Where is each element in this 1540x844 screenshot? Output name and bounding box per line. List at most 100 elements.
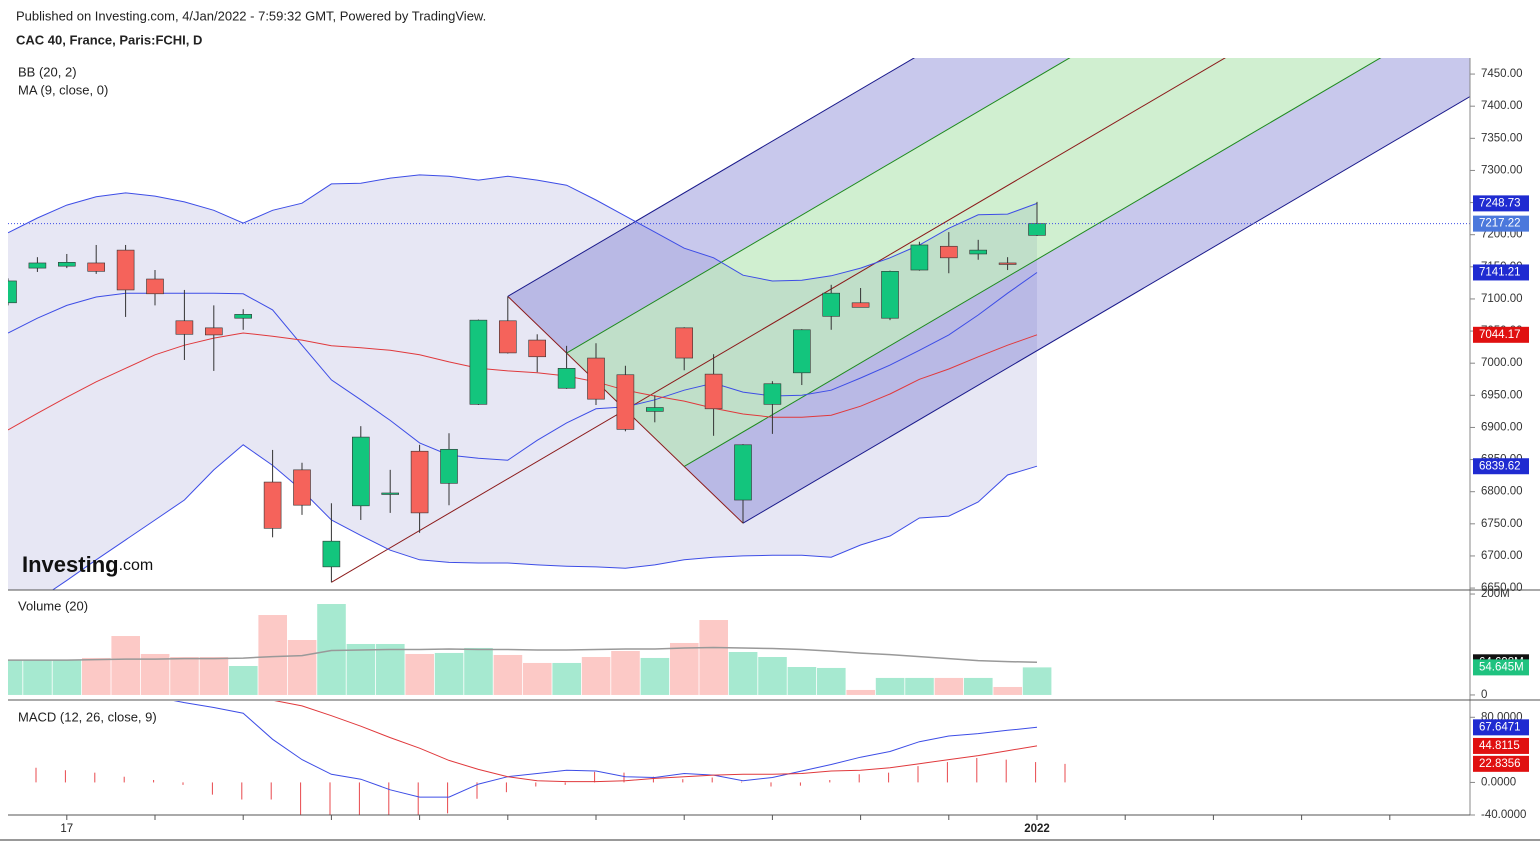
volume-bar (758, 657, 787, 695)
y-tick-label: 6950.00 (1481, 389, 1523, 401)
volume-ma (8, 646, 1038, 664)
candle-body (704, 373, 723, 410)
candle-body (881, 271, 899, 319)
volume-bar (493, 654, 523, 695)
macd-tag (1473, 755, 1529, 772)
x-tick-label: 17 (60, 823, 73, 835)
price-tag-label: 7248.73 (1479, 197, 1521, 209)
pitchfork-inner-fill (566, 58, 1381, 467)
candle-body (381, 492, 400, 495)
macd-tag-label: 22.8356 (1479, 758, 1521, 770)
macd-pane (35, 701, 1066, 815)
price-tag (1473, 326, 1529, 343)
volume-bar (905, 677, 934, 695)
y-tick-label: 6900.00 (1481, 421, 1523, 433)
price-tag (1473, 458, 1529, 475)
volume-bar (199, 657, 229, 695)
y-tick-label: 6750.00 (1481, 518, 1523, 530)
candle-body (410, 450, 429, 514)
volume-legend: Volume (20) (18, 598, 88, 613)
volume-bar (23, 659, 52, 695)
candle-body (263, 481, 282, 529)
candle-body (969, 249, 988, 255)
candle-body (205, 327, 223, 336)
candle-body (763, 383, 782, 405)
candle-body (645, 407, 664, 412)
published-note: Published on Investing.com, 4/Jan/2022 -… (16, 8, 486, 23)
logo: Investing.com (22, 552, 153, 577)
volume-bar (728, 652, 758, 695)
candle-body (851, 302, 870, 308)
y-tick-label: 7400.00 (1481, 100, 1523, 112)
y-tick-label: 6800.00 (1481, 486, 1523, 498)
price-tag (1473, 215, 1529, 232)
volume-bar (464, 647, 493, 695)
candle-body (528, 339, 547, 358)
macd-line (173, 701, 1038, 798)
candle-body (1028, 223, 1046, 236)
price-tag (1473, 195, 1529, 212)
macd-tag (1473, 719, 1529, 736)
pitchfork-inner-line (683, 58, 1382, 467)
y-tick-label: 7450.00 (1481, 68, 1523, 80)
y-tick-label: 7200.00 (1481, 229, 1523, 241)
y-tick-label: 7350.00 (1481, 132, 1523, 144)
y-tick-label: 7100.00 (1481, 293, 1523, 305)
volume-bar (640, 657, 670, 695)
y-tick-label: 0 (1481, 689, 1487, 701)
price-tag-label: 7141.21 (1479, 266, 1521, 278)
price-tag-label: 7044.17 (1479, 329, 1521, 341)
candle-body (351, 436, 370, 507)
volume-bar (287, 639, 317, 695)
volume-bar (611, 651, 640, 695)
volume-bar (434, 652, 464, 695)
volume-bar (317, 604, 346, 695)
volume-bar (140, 653, 170, 695)
pitchfork-outer-fill (507, 58, 1070, 354)
volume-bar (346, 643, 376, 695)
candle-body (910, 244, 929, 271)
volume-bar (52, 659, 82, 695)
pitchfork-outer-fill (684, 58, 1470, 524)
pitchfork-outer-line (742, 96, 1470, 524)
volume-tag-label: 54.645M (1479, 661, 1524, 673)
candle-body (557, 368, 576, 389)
candle-body (87, 262, 105, 272)
y-tick-label: 6700.00 (1481, 550, 1523, 562)
candle-body (8, 280, 17, 304)
bb-legend: BB (20, 2) (18, 64, 77, 79)
bb-basis (8, 272, 1038, 461)
logo-suffix: .com (119, 557, 154, 574)
volume-bar (229, 665, 258, 695)
macd-tag (1473, 737, 1529, 754)
pitchfork-outer-line (507, 58, 916, 297)
macd-tag-label: 67.6471 (1479, 721, 1521, 733)
candle-body (792, 329, 811, 374)
candle-body (469, 319, 488, 405)
logo-brand: Investing (22, 552, 119, 577)
y-tick-label: -40.0000 (1481, 809, 1526, 821)
y-tick-label: 200M (1481, 588, 1510, 600)
candle-body (822, 292, 841, 317)
candle-body (939, 245, 958, 259)
volume-bar (964, 677, 993, 695)
x-tick-label: 2022 (1024, 823, 1050, 835)
candle-body (322, 540, 341, 568)
candle-body (116, 249, 135, 291)
volume-bar (787, 666, 817, 695)
candle-body (293, 469, 311, 506)
candle-body (587, 357, 605, 400)
bb-lower (51, 444, 1038, 590)
volume-bar (8, 659, 23, 695)
volume-bar (670, 642, 699, 695)
volume-bar (552, 662, 581, 695)
candle-body (498, 320, 517, 354)
volume-bar (817, 667, 846, 695)
bb-upper (8, 174, 1038, 282)
candle-body (234, 314, 252, 319)
symbol-title: CAC 40, France, Paris:FCHI, D (16, 32, 202, 47)
price-tag (1473, 264, 1529, 281)
bb-fill (8, 174, 1037, 590)
y-tick-label: 7000.00 (1481, 357, 1523, 369)
